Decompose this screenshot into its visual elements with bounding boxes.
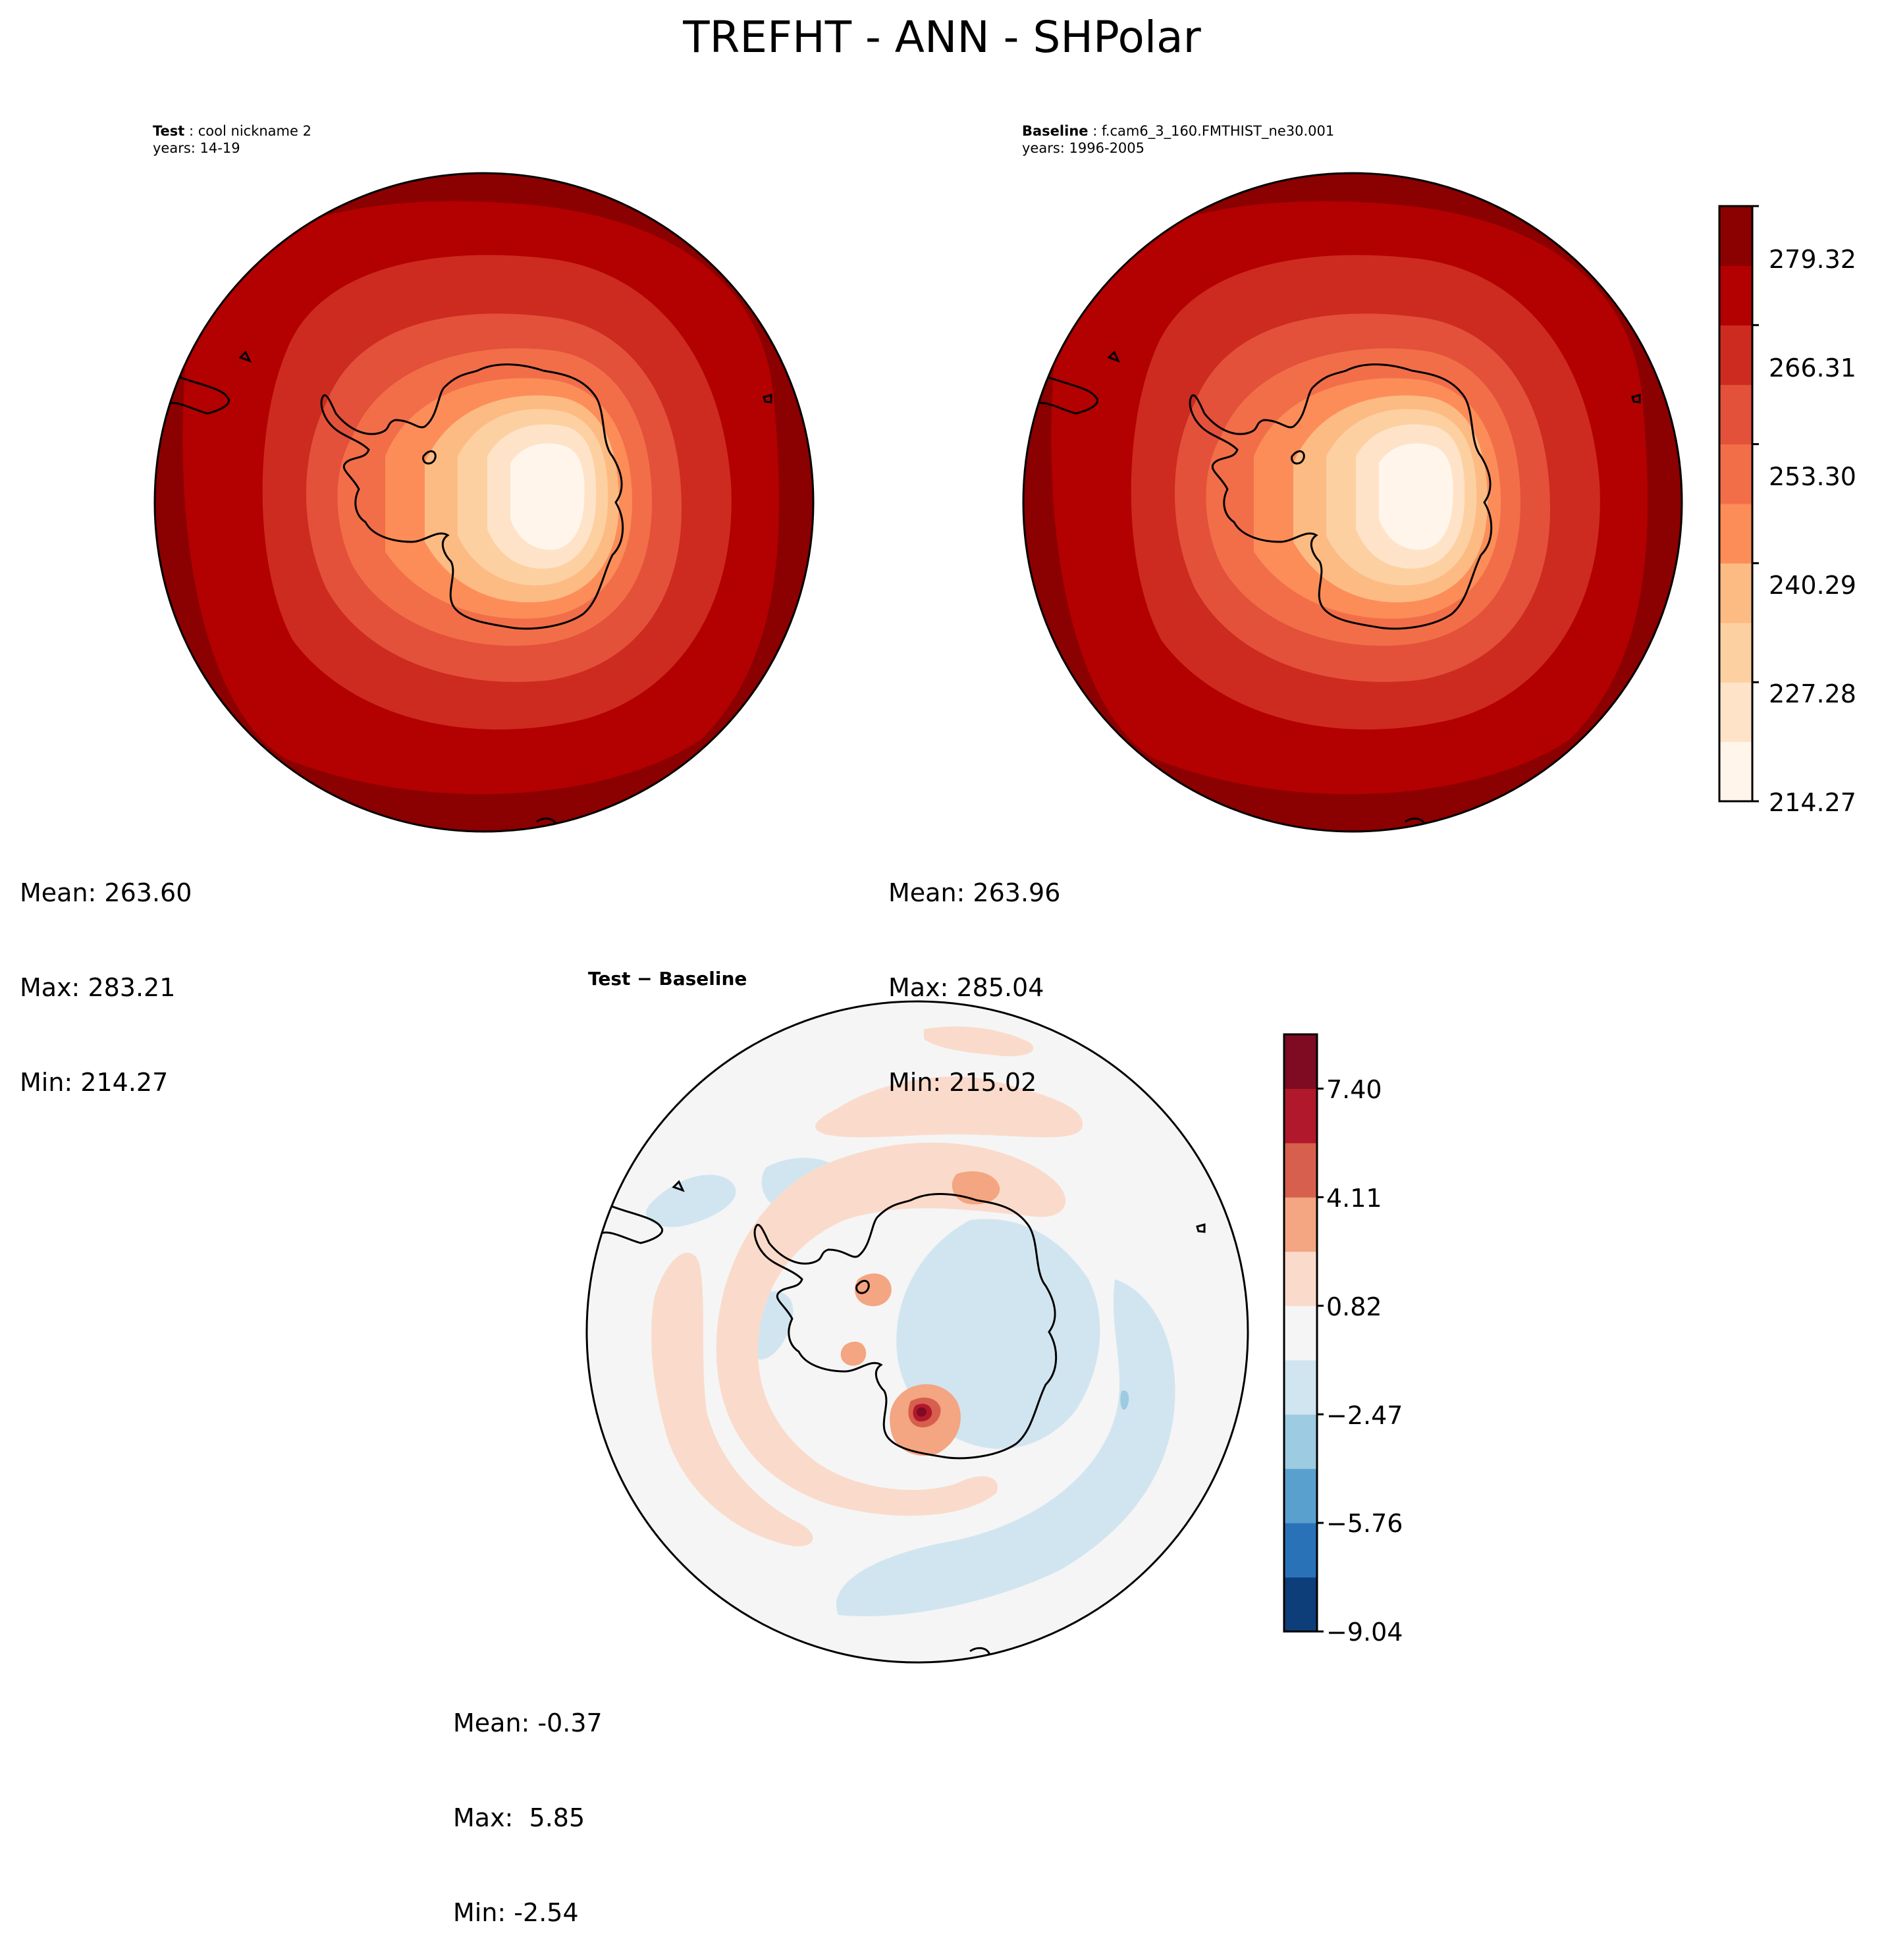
test-min: Min: 214.27 xyxy=(20,1068,169,1097)
baseline-name: f.cam6_3_160.FMTHIST_ne30.001 xyxy=(1101,123,1335,139)
diff-cbar-segment xyxy=(1284,1360,1317,1415)
difference-mean: Mean: -0.37 xyxy=(453,1708,603,1737)
test-panel-header: Test : cool nickname 2 years: 14-19 xyxy=(153,122,311,157)
diff-cbar-frame xyxy=(1283,1033,1318,1633)
diff-cbar-label-3: 0.82 xyxy=(1326,1292,1382,1321)
abs-cbar-segment xyxy=(1719,265,1752,326)
test-name: cool nickname 2 xyxy=(198,123,311,139)
abs-cbar-segment xyxy=(1719,444,1752,504)
diff-cbar-label-2: 4.11 xyxy=(1326,1184,1382,1213)
abs-cbar-label-5: 227.28 xyxy=(1769,679,1856,708)
diff-cbar-segment xyxy=(1284,1142,1317,1198)
baseline-label: Baseline xyxy=(1022,123,1089,139)
absolute-colorbar xyxy=(1718,205,1759,803)
baseline-stats: Mean: 263.96 Max: 285.04 Min: 215.02 xyxy=(888,814,1060,1130)
diff-cbar-segment xyxy=(1284,1088,1317,1144)
test-max: Max: 283.21 xyxy=(20,973,176,1002)
diff-cbar-segment xyxy=(1284,1197,1317,1252)
abs-cbar-segment xyxy=(1719,682,1752,743)
diff-cbar-label-5: −5.76 xyxy=(1326,1509,1403,1538)
diff-cbar-segment xyxy=(1284,1251,1317,1306)
difference-min: Min: -2.54 xyxy=(453,1898,579,1927)
test-label: Test xyxy=(153,123,185,139)
baseline-max: Max: 285.04 xyxy=(888,973,1044,1002)
test-years: years: 14-19 xyxy=(153,140,240,156)
abs-cbar-segment xyxy=(1719,384,1752,445)
diff-cbar-label-6: −9.04 xyxy=(1326,1618,1403,1647)
diff-cbar-segment xyxy=(1284,1414,1317,1470)
abs-cbar-segment xyxy=(1719,504,1752,564)
abs-cbar-label-6: 214.27 xyxy=(1769,788,1856,817)
abs-cbar-frame xyxy=(1718,205,1754,803)
difference-colorbar xyxy=(1283,1033,1324,1633)
abs-cbar-segment xyxy=(1719,741,1752,802)
abs-cbar-segment xyxy=(1719,622,1752,683)
difference-panel-title: Test − Baseline xyxy=(588,968,747,990)
test-mean: Mean: 263.60 xyxy=(20,878,192,907)
abs-cbar-segment xyxy=(1719,563,1752,623)
diff-cbar-segment xyxy=(1284,1034,1317,1089)
diff-cbar-segment xyxy=(1284,1306,1317,1361)
difference-max: Max: 5.85 xyxy=(453,1803,585,1832)
test-stats: Mean: 263.60 Max: 283.21 Min: 214.27 xyxy=(20,814,192,1130)
figure-canvas xyxy=(153,172,1759,1664)
baseline-years: years: 1996-2005 xyxy=(1022,140,1145,156)
baseline-sep: : xyxy=(1088,123,1102,139)
baseline-mean: Mean: 263.96 xyxy=(888,878,1061,907)
difference-map-boundary xyxy=(585,1000,1249,1664)
figure-title: TREFHT - ANN - SHPolar xyxy=(683,12,1201,63)
baseline-min: Min: 215.02 xyxy=(888,1068,1037,1097)
abs-cbar-segment xyxy=(1719,206,1752,266)
diff-cbar-label-4: −2.47 xyxy=(1326,1401,1403,1430)
abs-cbar-label-1: 279.32 xyxy=(1769,245,1856,274)
baseline-panel-header: Baseline : f.cam6_3_160.FMTHIST_ne30.001… xyxy=(1022,122,1334,157)
test-map-boundary xyxy=(153,172,815,833)
abs-cbar-label-3: 253.30 xyxy=(1769,462,1856,491)
diff-cbar-segment xyxy=(1284,1577,1317,1632)
baseline-map xyxy=(1023,173,1682,832)
diff-cbar-segment xyxy=(1284,1468,1317,1523)
abs-cbar-label-4: 240.29 xyxy=(1769,571,1856,600)
test-sep: : xyxy=(184,123,198,139)
test-map xyxy=(155,173,813,832)
abs-cbar-label-2: 266.31 xyxy=(1769,354,1856,383)
diff-cbar-segment xyxy=(1284,1523,1317,1578)
baseline-map-boundary xyxy=(1022,172,1683,833)
difference-stats: Mean: -0.37 Max: 5.85 Min: -2.54 xyxy=(453,1644,603,1960)
abs-cbar-segment xyxy=(1719,325,1752,385)
diff-cbar-label-1: 7.40 xyxy=(1326,1075,1382,1104)
